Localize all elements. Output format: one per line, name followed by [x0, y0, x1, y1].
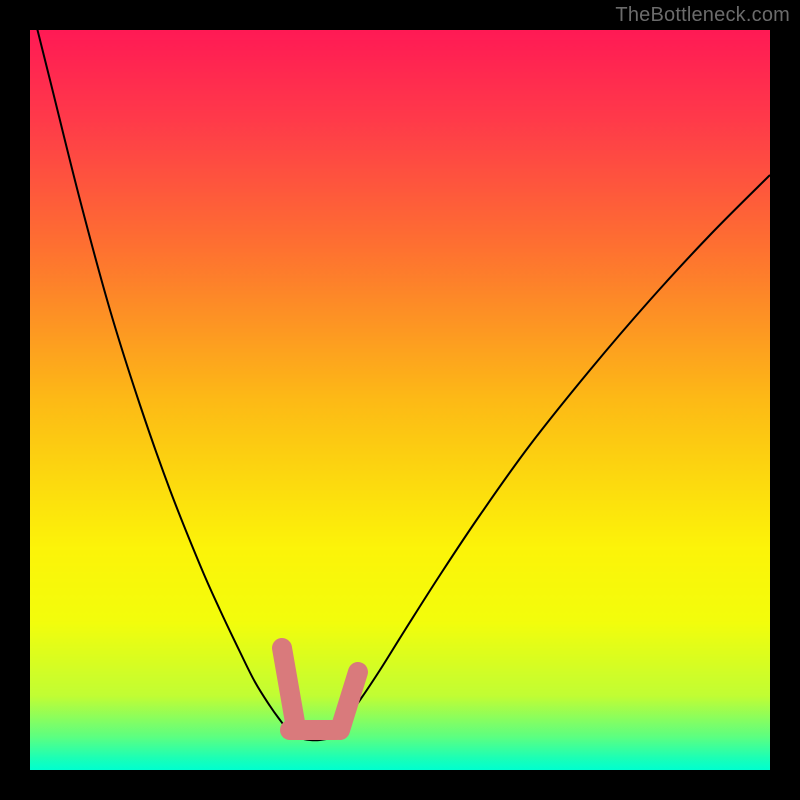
marker-stroke: [282, 648, 296, 728]
curve-segment: [30, 30, 295, 735]
watermark: TheBottleneck.com: [615, 4, 790, 27]
chart-curve-layer: [30, 30, 770, 770]
chart-plot-area: [30, 30, 770, 770]
marker-stroke: [340, 672, 358, 730]
curve-segment: [335, 175, 770, 735]
